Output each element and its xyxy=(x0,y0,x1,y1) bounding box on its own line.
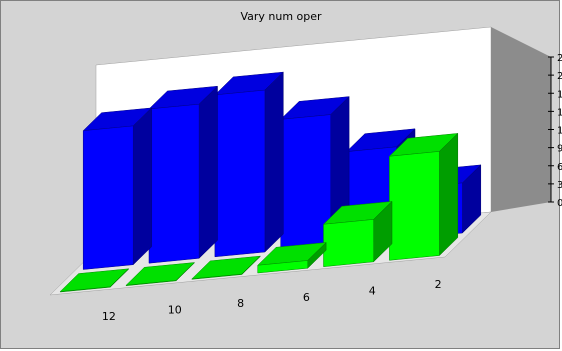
x-tick-label: 4 xyxy=(369,285,376,298)
x-tick-label: 10 xyxy=(168,304,182,317)
y-tick-label: 30.0 xyxy=(557,180,562,191)
bar xyxy=(59,268,130,293)
x-axis: 12 10 8 6 4 2 xyxy=(102,278,442,323)
bar xyxy=(214,71,284,258)
x-tick-label: 8 xyxy=(237,297,244,310)
bar xyxy=(257,241,327,274)
y-tick-label: 120.0 xyxy=(557,126,562,137)
bar xyxy=(148,85,219,264)
x-tick-label: 12 xyxy=(102,310,116,323)
bar xyxy=(191,255,261,280)
y-tick-label: 240.0 xyxy=(557,53,562,64)
bar xyxy=(125,261,196,286)
bar xyxy=(280,96,350,251)
bars xyxy=(59,71,482,293)
y-tick-label: 180.0 xyxy=(557,89,562,100)
chart-title: Vary num oper xyxy=(240,10,322,23)
side-wall xyxy=(491,27,551,212)
x-tick-label: 6 xyxy=(303,291,310,304)
y-tick-label: 90.0 xyxy=(557,144,562,155)
y-tick-label: 0.0 xyxy=(557,198,562,209)
bar xyxy=(82,107,153,270)
y-tick-label: 60.0 xyxy=(557,162,562,173)
bar xyxy=(322,200,393,267)
y-axis: 0.0 30.0 60.0 90.0 120.0 150.0 180.0 210.0 240.0 xyxy=(548,53,562,209)
bar xyxy=(388,132,459,261)
y-tick-label: 210.0 xyxy=(557,71,562,82)
x-tick-label: 2 xyxy=(435,278,442,291)
y-tick-label: 150.0 xyxy=(557,107,562,118)
